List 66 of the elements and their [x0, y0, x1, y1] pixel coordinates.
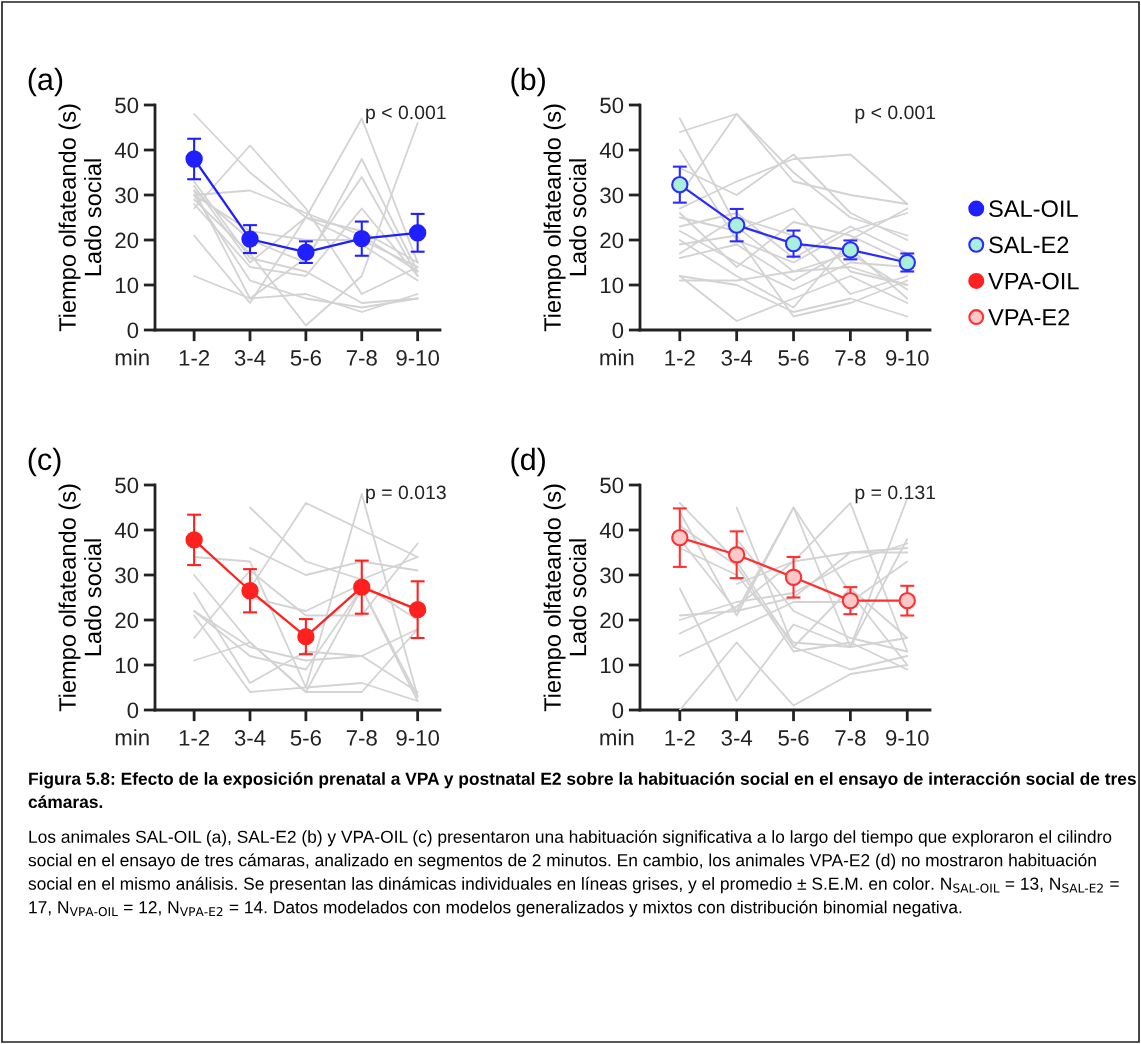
y-tick-label: 40 — [599, 142, 624, 159]
y-tick-label: 30 — [115, 567, 139, 584]
x-tick-label: 1-2 — [665, 730, 695, 746]
y-tick-label: 40 — [599, 522, 624, 539]
y-tick-label: 10 — [601, 277, 624, 294]
x-tick-label: 1-2 — [179, 730, 210, 746]
y-tick-label: 40 — [114, 522, 139, 539]
x-tick-label: 5-6 — [290, 730, 321, 746]
y-tick-label: 10 — [601, 657, 624, 674]
annotation: p < 0.001 — [855, 105, 936, 124]
text: Figura 5.8: Efecto de la exposición prenatal a VPA y postnatal E2 sobre la habituación social en el ensayo de interacción social de tres cámaras. — [28, 772, 1136, 809]
chart-title: (a) — [28, 67, 63, 97]
x-tick-label: 9-10 — [396, 730, 440, 746]
y-tick-label: 50 — [115, 477, 139, 494]
x-axis-title: min — [115, 349, 149, 366]
y-tick-label: 20 — [115, 612, 139, 629]
x-tick-label: 9-10 — [886, 730, 929, 746]
x-tick-label: 1-2 — [179, 350, 210, 366]
x-tick-label: 7-8 — [835, 730, 866, 746]
chart-title: (b) — [511, 67, 545, 97]
x-tick-label: 5-6 — [290, 350, 321, 366]
x-tick-label: 9-10 — [396, 350, 440, 366]
x-tick-label: 5-6 — [778, 730, 809, 746]
y-tick-label: 20 — [600, 612, 624, 629]
y-tick-label: 30 — [115, 187, 139, 204]
y-tick-label: 50 — [600, 97, 624, 114]
chart-title: (d) — [511, 447, 545, 477]
x-tick-label: 7-8 — [346, 730, 377, 746]
x-axis-title: min — [600, 729, 634, 746]
x-tick-label: 3-4 — [234, 350, 266, 366]
y-tick-label: 0 — [612, 702, 624, 719]
text: SAL-E2 — [989, 236, 1069, 254]
x-tick-label: 3-4 — [721, 350, 753, 366]
y-axis-title: Tiempo olfateando (s) Lado social — [543, 104, 587, 332]
x-tick-label: 7-8 — [835, 350, 866, 366]
x-tick-label: 9-10 — [886, 350, 929, 366]
y-tick-label: 50 — [115, 97, 139, 114]
y-tick-label: 50 — [600, 477, 624, 494]
chart-title: (c) — [28, 447, 61, 477]
x-tick-label: 5-6 — [778, 350, 809, 366]
y-tick-label: 0 — [612, 322, 624, 339]
annotation: p < 0.001 — [366, 105, 446, 124]
y-tick-label: 30 — [600, 187, 624, 204]
y-tick-label: 20 — [600, 232, 624, 249]
annotation: p = 0.013 — [366, 485, 446, 504]
y-tick-label: 40 — [114, 142, 139, 159]
legend-label: VPA-OIL — [988, 272, 1079, 290]
y-tick-label: 10 — [116, 277, 139, 294]
x-tick-label: 3-4 — [721, 730, 753, 746]
text: VPA-E2 — [988, 308, 1070, 326]
x-axis-title: min — [600, 349, 634, 366]
text: Los animales SAL-OIL (a), SAL-E2 (b) y VPA-OIL (c) presentaron una habituación significativa a lo largo del tiempo que exploraron el cilindro social en el ensayo de tres cámaras, analizado en segmentos de 2 minutos. En cambio, los animales VPA-E2 (d) no mostraron habituación social en el mismo análisis. Se presentan las dinámicas individuales en líneas grises, y el promedio ± S.E.M. en color. N$_{SAL-OIL}$ = 13, N$_{SAL-E2}$ = 17, N$_{VPA-OIL}$ = 12, N$_{VPA-E2}$ = 14. Datos modelados con modelos generalizados y mixtos con distribución binomial negativa. — [28, 830, 1119, 917]
y-tick-label: 20 — [115, 232, 139, 249]
annotation: p = 0.131 — [855, 485, 936, 504]
legend-label: SAL-OIL — [989, 200, 1078, 218]
y-tick-label: 0 — [127, 702, 139, 719]
y-tick-label: 30 — [600, 567, 624, 584]
x-tick-label: 3-4 — [234, 730, 266, 746]
y-axis-title: Tiempo olfateando (s) Lado social — [58, 104, 102, 332]
y-axis-title: Tiempo olfateando (s) Lado social — [543, 484, 587, 712]
x-axis-title: min — [115, 729, 149, 746]
y-tick-label: 10 — [116, 657, 139, 674]
x-tick-label: 1-2 — [665, 350, 695, 366]
y-tick-label: 0 — [127, 322, 139, 339]
y-axis-title: Tiempo olfateando (s) Lado social — [58, 484, 102, 712]
x-tick-label: 7-8 — [346, 350, 377, 366]
